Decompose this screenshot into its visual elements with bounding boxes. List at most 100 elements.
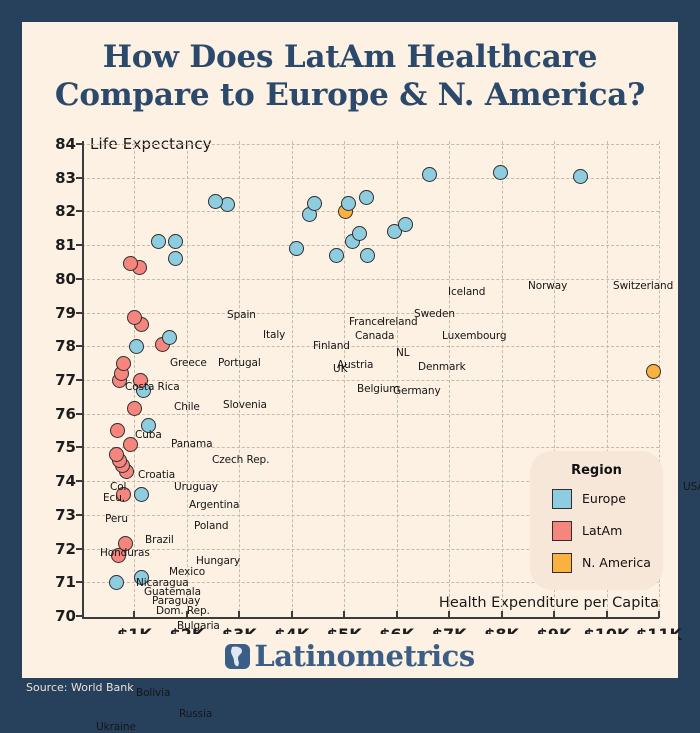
point-label: France [349, 316, 384, 328]
point-label: Switzerland [613, 280, 674, 292]
x-gridline [396, 141, 398, 617]
point-label: Croatia [138, 469, 176, 481]
y-gridline [82, 481, 659, 483]
point-label: Mexico [169, 566, 206, 578]
point-label: Russia [179, 708, 213, 720]
x-tick-mark [658, 611, 660, 618]
data-point[interactable] [340, 195, 356, 211]
y-tick-label: 75 [55, 438, 76, 457]
data-point[interactable] [646, 364, 662, 380]
data-point[interactable] [117, 536, 133, 551]
data-point[interactable] [289, 241, 305, 256]
point-label: Cuba [135, 429, 162, 441]
data-point[interactable] [351, 225, 367, 241]
y-tick-label: 72 [55, 539, 76, 558]
point-label: Spain [227, 309, 256, 321]
point-label: Iceland [448, 286, 486, 298]
data-point[interactable] [208, 193, 224, 209]
data-point[interactable] [132, 372, 148, 388]
y-tick-mark [76, 244, 84, 247]
page-title: How Does LatAm Healthcare Compare to Eur… [22, 38, 678, 114]
y-tick-mark [76, 547, 84, 550]
point-label: Norway [528, 280, 568, 292]
data-point[interactable] [134, 569, 150, 585]
data-point[interactable] [422, 166, 438, 182]
y-tick-label: 78 [55, 337, 76, 356]
data-point[interactable] [359, 190, 375, 206]
point-label: Ireland [382, 316, 418, 328]
data-point[interactable] [122, 256, 138, 272]
y-tick-label: 80 [55, 269, 76, 288]
data-point[interactable] [127, 401, 143, 417]
data-point[interactable] [141, 418, 157, 433]
point-label: Sweden [414, 308, 455, 320]
x-tick-mark [553, 611, 556, 618]
legend-swatch-latam [552, 521, 572, 541]
point-label: Slovenia [223, 399, 267, 411]
data-point[interactable] [492, 165, 508, 181]
x-tick-mark [185, 611, 188, 618]
x-axis-line [82, 617, 659, 619]
data-point[interactable] [162, 330, 178, 346]
brand-name: Latinometrics [254, 639, 475, 673]
y-tick-label: 74 [55, 472, 76, 491]
data-point[interactable] [122, 436, 138, 452]
y-tick-mark [76, 446, 84, 449]
chart-card: How Does LatAm Healthcare Compare to Eur… [22, 22, 700, 733]
y-tick-mark [76, 513, 84, 516]
data-point[interactable] [109, 574, 125, 590]
point-label: Ukraine [96, 721, 136, 733]
x-gridline [239, 141, 241, 617]
data-point[interactable] [111, 547, 127, 563]
data-point[interactable] [115, 355, 131, 371]
data-point[interactable] [167, 234, 183, 250]
data-point[interactable] [306, 195, 322, 211]
data-point[interactable] [150, 234, 166, 250]
data-point[interactable] [167, 251, 183, 267]
y-tick-label: 71 [55, 573, 76, 592]
data-point[interactable] [359, 247, 375, 263]
y-tick-mark [76, 412, 84, 415]
y-gridline [82, 144, 659, 145]
data-point[interactable] [397, 217, 413, 233]
data-point[interactable] [133, 487, 149, 503]
point-label: Italy [263, 329, 286, 341]
data-point[interactable] [126, 310, 142, 326]
x-gridline [501, 141, 503, 617]
data-point[interactable] [328, 247, 344, 263]
legend-label-europe: Europe [582, 491, 626, 506]
data-point[interactable] [116, 487, 132, 503]
title-line-1: How Does LatAm Healthcare [102, 39, 598, 75]
y-tick-mark [76, 176, 84, 179]
point-label: Portugal [218, 357, 261, 369]
x-gridline [344, 141, 346, 617]
point-label: Col. [110, 481, 130, 493]
point-label: Honduras [100, 547, 150, 559]
y-tick-mark [76, 210, 84, 213]
brand-bar: Latinometrics [22, 634, 678, 678]
y-gridline [82, 582, 659, 584]
y-tick-label: 83 [55, 168, 76, 187]
y-gridline [82, 177, 659, 179]
data-point[interactable] [110, 423, 126, 439]
source-note: Source: World Bank [26, 681, 134, 694]
data-point[interactable] [109, 446, 125, 462]
x-tick-mark [605, 611, 608, 618]
y-tick-label: 84 [55, 135, 76, 153]
x-gridline [606, 141, 608, 617]
data-point[interactable] [129, 338, 145, 354]
point-label: Bolivia [136, 687, 171, 699]
point-label: Bulgaria [177, 620, 220, 632]
point-label: Uruguay [174, 481, 218, 493]
point-label: Czech Rep. [212, 454, 270, 466]
y-tick-label: 76 [55, 404, 76, 423]
y-tick-mark [76, 277, 84, 280]
y-gridline [82, 211, 659, 213]
y-tick-mark [76, 345, 84, 348]
legend: Region Europe LatAm N. America [530, 451, 663, 590]
y-tick-mark [76, 379, 84, 381]
infographic-root: How Does LatAm Healthcare Compare to Eur… [22, 22, 700, 733]
data-point[interactable] [572, 168, 588, 184]
x-gridline [186, 141, 188, 617]
x-tick-mark [448, 611, 451, 618]
